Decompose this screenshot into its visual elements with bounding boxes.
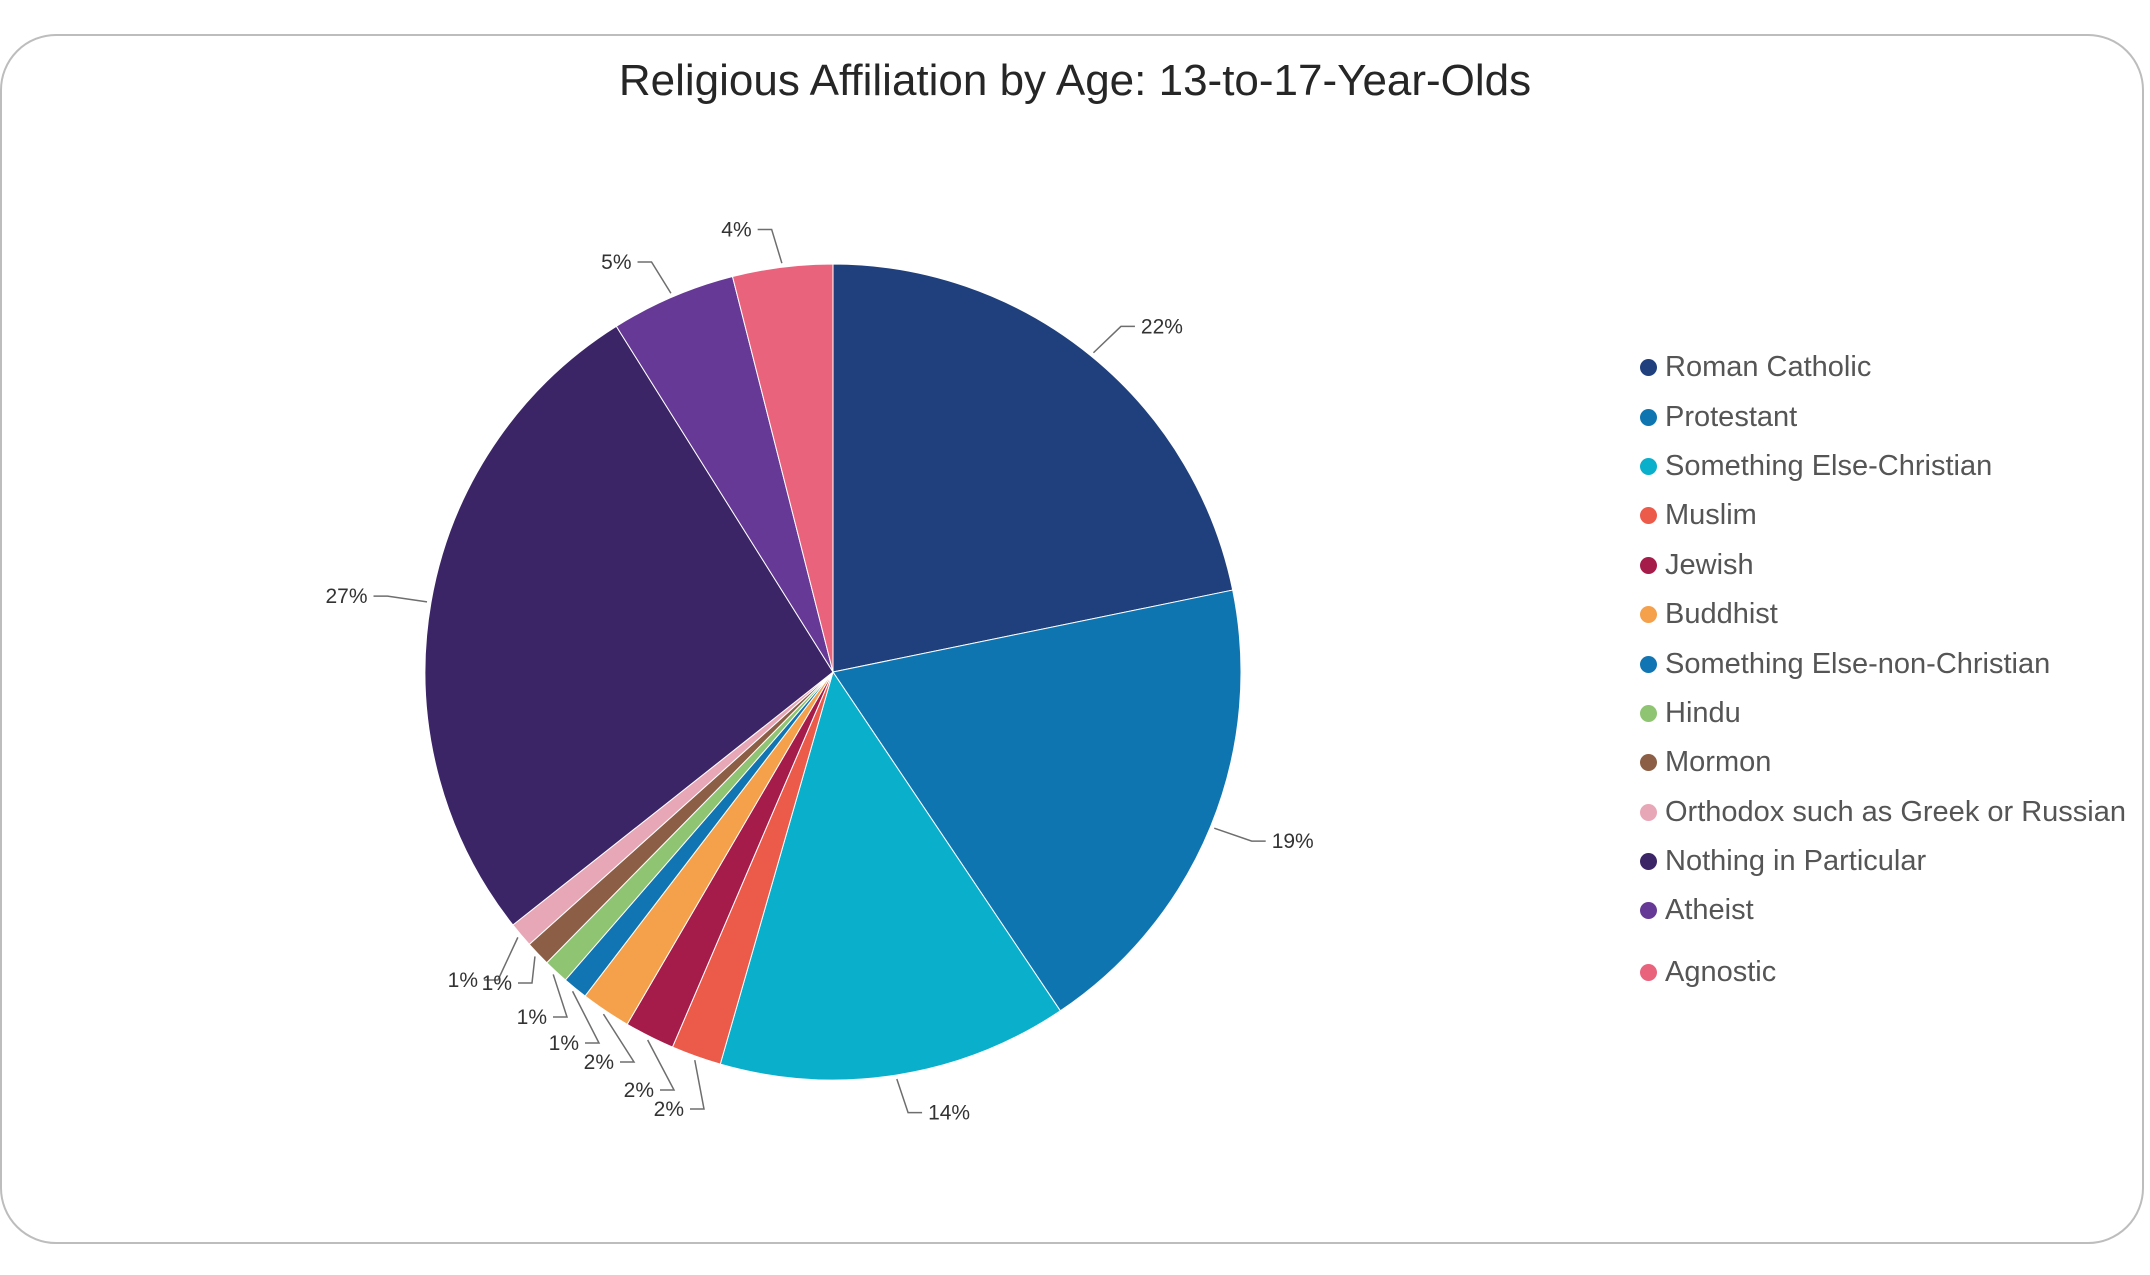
data-label-hindu: 1%: [517, 1006, 547, 1029]
legend-item-buddhist: Buddhist: [1640, 590, 2126, 639]
legend-item-orthodox-such-as-greek-or-russian: Orthodox such as Greek or Russian: [1640, 788, 2126, 837]
legend-swatch: [1640, 754, 1657, 772]
legend-label: Mormon: [1665, 746, 1772, 779]
legend-swatch: [1640, 507, 1657, 525]
leader-line-atheist: [637, 261, 672, 294]
leader-line-orthodox-such-as-greek-or-russian: [484, 937, 519, 981]
data-label-something-else-christian: 14%: [928, 1102, 970, 1125]
legend-label: Atheist: [1665, 894, 1754, 927]
legend-label: Muslim: [1665, 499, 1757, 532]
legend-item-mormon: Mormon: [1640, 738, 2126, 787]
legend-swatch: [1640, 704, 1657, 722]
legend-swatch: [1640, 457, 1657, 475]
pie-slice-roman-catholic: [832, 263, 1234, 673]
data-label-buddhist: 2%: [584, 1051, 614, 1074]
legend-swatch: [1640, 359, 1657, 377]
legend-label: Something Else-non-Christian: [1665, 647, 2051, 680]
legend-item-jewish: Jewish: [1640, 541, 2126, 590]
pie-slice-agnostic: [731, 263, 834, 673]
legend-item-agnostic: Agnostic: [1640, 948, 2126, 997]
legend-label: Jewish: [1665, 548, 1754, 581]
leader-line-hindu: [552, 974, 569, 1018]
legend-item-muslim: Muslim: [1640, 491, 2126, 540]
pie-slice-something-else-christian: [719, 670, 1062, 1081]
leader-line-mormon: [518, 956, 536, 984]
leader-line-muslim: [690, 1059, 705, 1110]
data-label-mormon: 1%: [482, 972, 512, 995]
chart-title: Religious Affiliation by Age: 13-to-17-Y…: [618, 56, 1532, 105]
data-label-protestant: 19%: [1272, 830, 1314, 853]
legend-label: Nothing in Particular: [1665, 845, 1927, 878]
data-label-agnostic: 4%: [721, 218, 751, 241]
pie-slice-nothing-in-particular: [424, 325, 834, 926]
data-label-nothing-in-particular: 27%: [325, 585, 367, 608]
leader-line-something-else-non-christian: [571, 990, 601, 1044]
leader-line-jewish: [647, 1039, 676, 1091]
legend-item-atheist: Atheist: [1640, 886, 2126, 935]
legend-swatch: [1640, 902, 1657, 920]
leader-line-protestant: [1214, 827, 1266, 842]
leader-line-something-else-christian: [896, 1078, 923, 1114]
leader-line-roman-catholic: [1092, 325, 1135, 354]
legend-swatch: [1640, 803, 1657, 821]
legend-label: Something Else-Christian: [1665, 449, 1993, 482]
legend-item-roman-catholic: Roman Catholic: [1640, 343, 2126, 392]
data-label-roman-catholic: 22%: [1141, 315, 1183, 338]
legend-item-nothing-in-particular: Nothing in Particular: [1640, 837, 2126, 886]
legend-swatch: [1640, 655, 1657, 673]
data-label-muslim: 2%: [654, 1098, 684, 1121]
legend-item-something-else-non-christian: Something Else-non-Christian: [1640, 639, 2126, 688]
legend-label: Buddhist: [1665, 598, 1778, 631]
legend-swatch: [1640, 963, 1657, 981]
leader-line-buddhist: [602, 1013, 636, 1063]
data-label-atheist: 5%: [601, 251, 631, 274]
legend-swatch: [1640, 606, 1657, 624]
data-label-something-else-non-christian: 1%: [549, 1032, 579, 1055]
legend-label: Hindu: [1665, 696, 1741, 729]
legend-item-protestant: Protestant: [1640, 392, 2126, 441]
leader-line-agnostic: [757, 228, 783, 264]
legend-swatch: [1640, 853, 1657, 871]
legend-label: Protestant: [1665, 400, 1798, 433]
pie-slice-protestant: [832, 589, 1242, 1012]
legend: Roman Catholic Protestant Something Else-C…: [1640, 343, 2126, 997]
legend-label: Roman Catholic: [1665, 351, 1872, 384]
data-label-jewish: 2%: [624, 1079, 654, 1102]
legend-label: Orthodox such as Greek or Russian: [1665, 795, 2126, 828]
legend-item-something-else-christian: Something Else-Christian: [1640, 442, 2126, 491]
legend-swatch: [1640, 556, 1657, 574]
leader-line-nothing-in-particular: [373, 595, 428, 603]
legend-label: Agnostic: [1665, 955, 1777, 988]
legend-swatch: [1640, 408, 1657, 426]
legend-item-hindu: Hindu: [1640, 689, 2126, 738]
data-label-orthodox-such-as-greek-or-russian: 1%: [448, 969, 478, 992]
